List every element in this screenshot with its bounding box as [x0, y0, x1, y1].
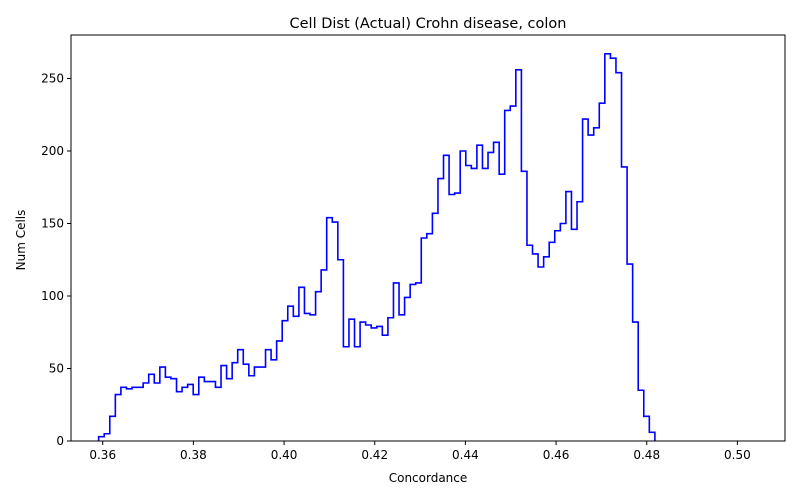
y-axis-label: Num Cells [14, 210, 28, 271]
y-tick-label: 150 [41, 217, 64, 231]
y-tick-label: 200 [41, 144, 64, 158]
x-tick-label: 0.50 [724, 448, 751, 462]
x-tick-label: 0.38 [180, 448, 207, 462]
y-tick-label: 100 [41, 289, 64, 303]
x-tick-label: 0.36 [89, 448, 116, 462]
x-axis-label: Concordance [389, 471, 468, 485]
plot-area: 0.36 0.38 0.40 0.42 0.44 0.46 0.48 0.50 0 50 100 15… [41, 34, 786, 462]
x-tick-label: 0.46 [543, 448, 570, 462]
x-tick-label: 0.40 [271, 448, 298, 462]
chart-title: Cell Dist (Actual) Crohn disease, colon [290, 16, 567, 32]
x-tick-label: 0.42 [361, 448, 388, 462]
x-tick-label: 0.48 [633, 448, 660, 462]
y-tick-label: 0 [56, 434, 64, 448]
y-tick-label: 50 [49, 362, 64, 376]
y-tick-label: 250 [41, 72, 64, 86]
plot-frame [70, 34, 786, 442]
histogram-step-line [97, 53, 656, 441]
x-tick-label: 0.44 [452, 448, 479, 462]
